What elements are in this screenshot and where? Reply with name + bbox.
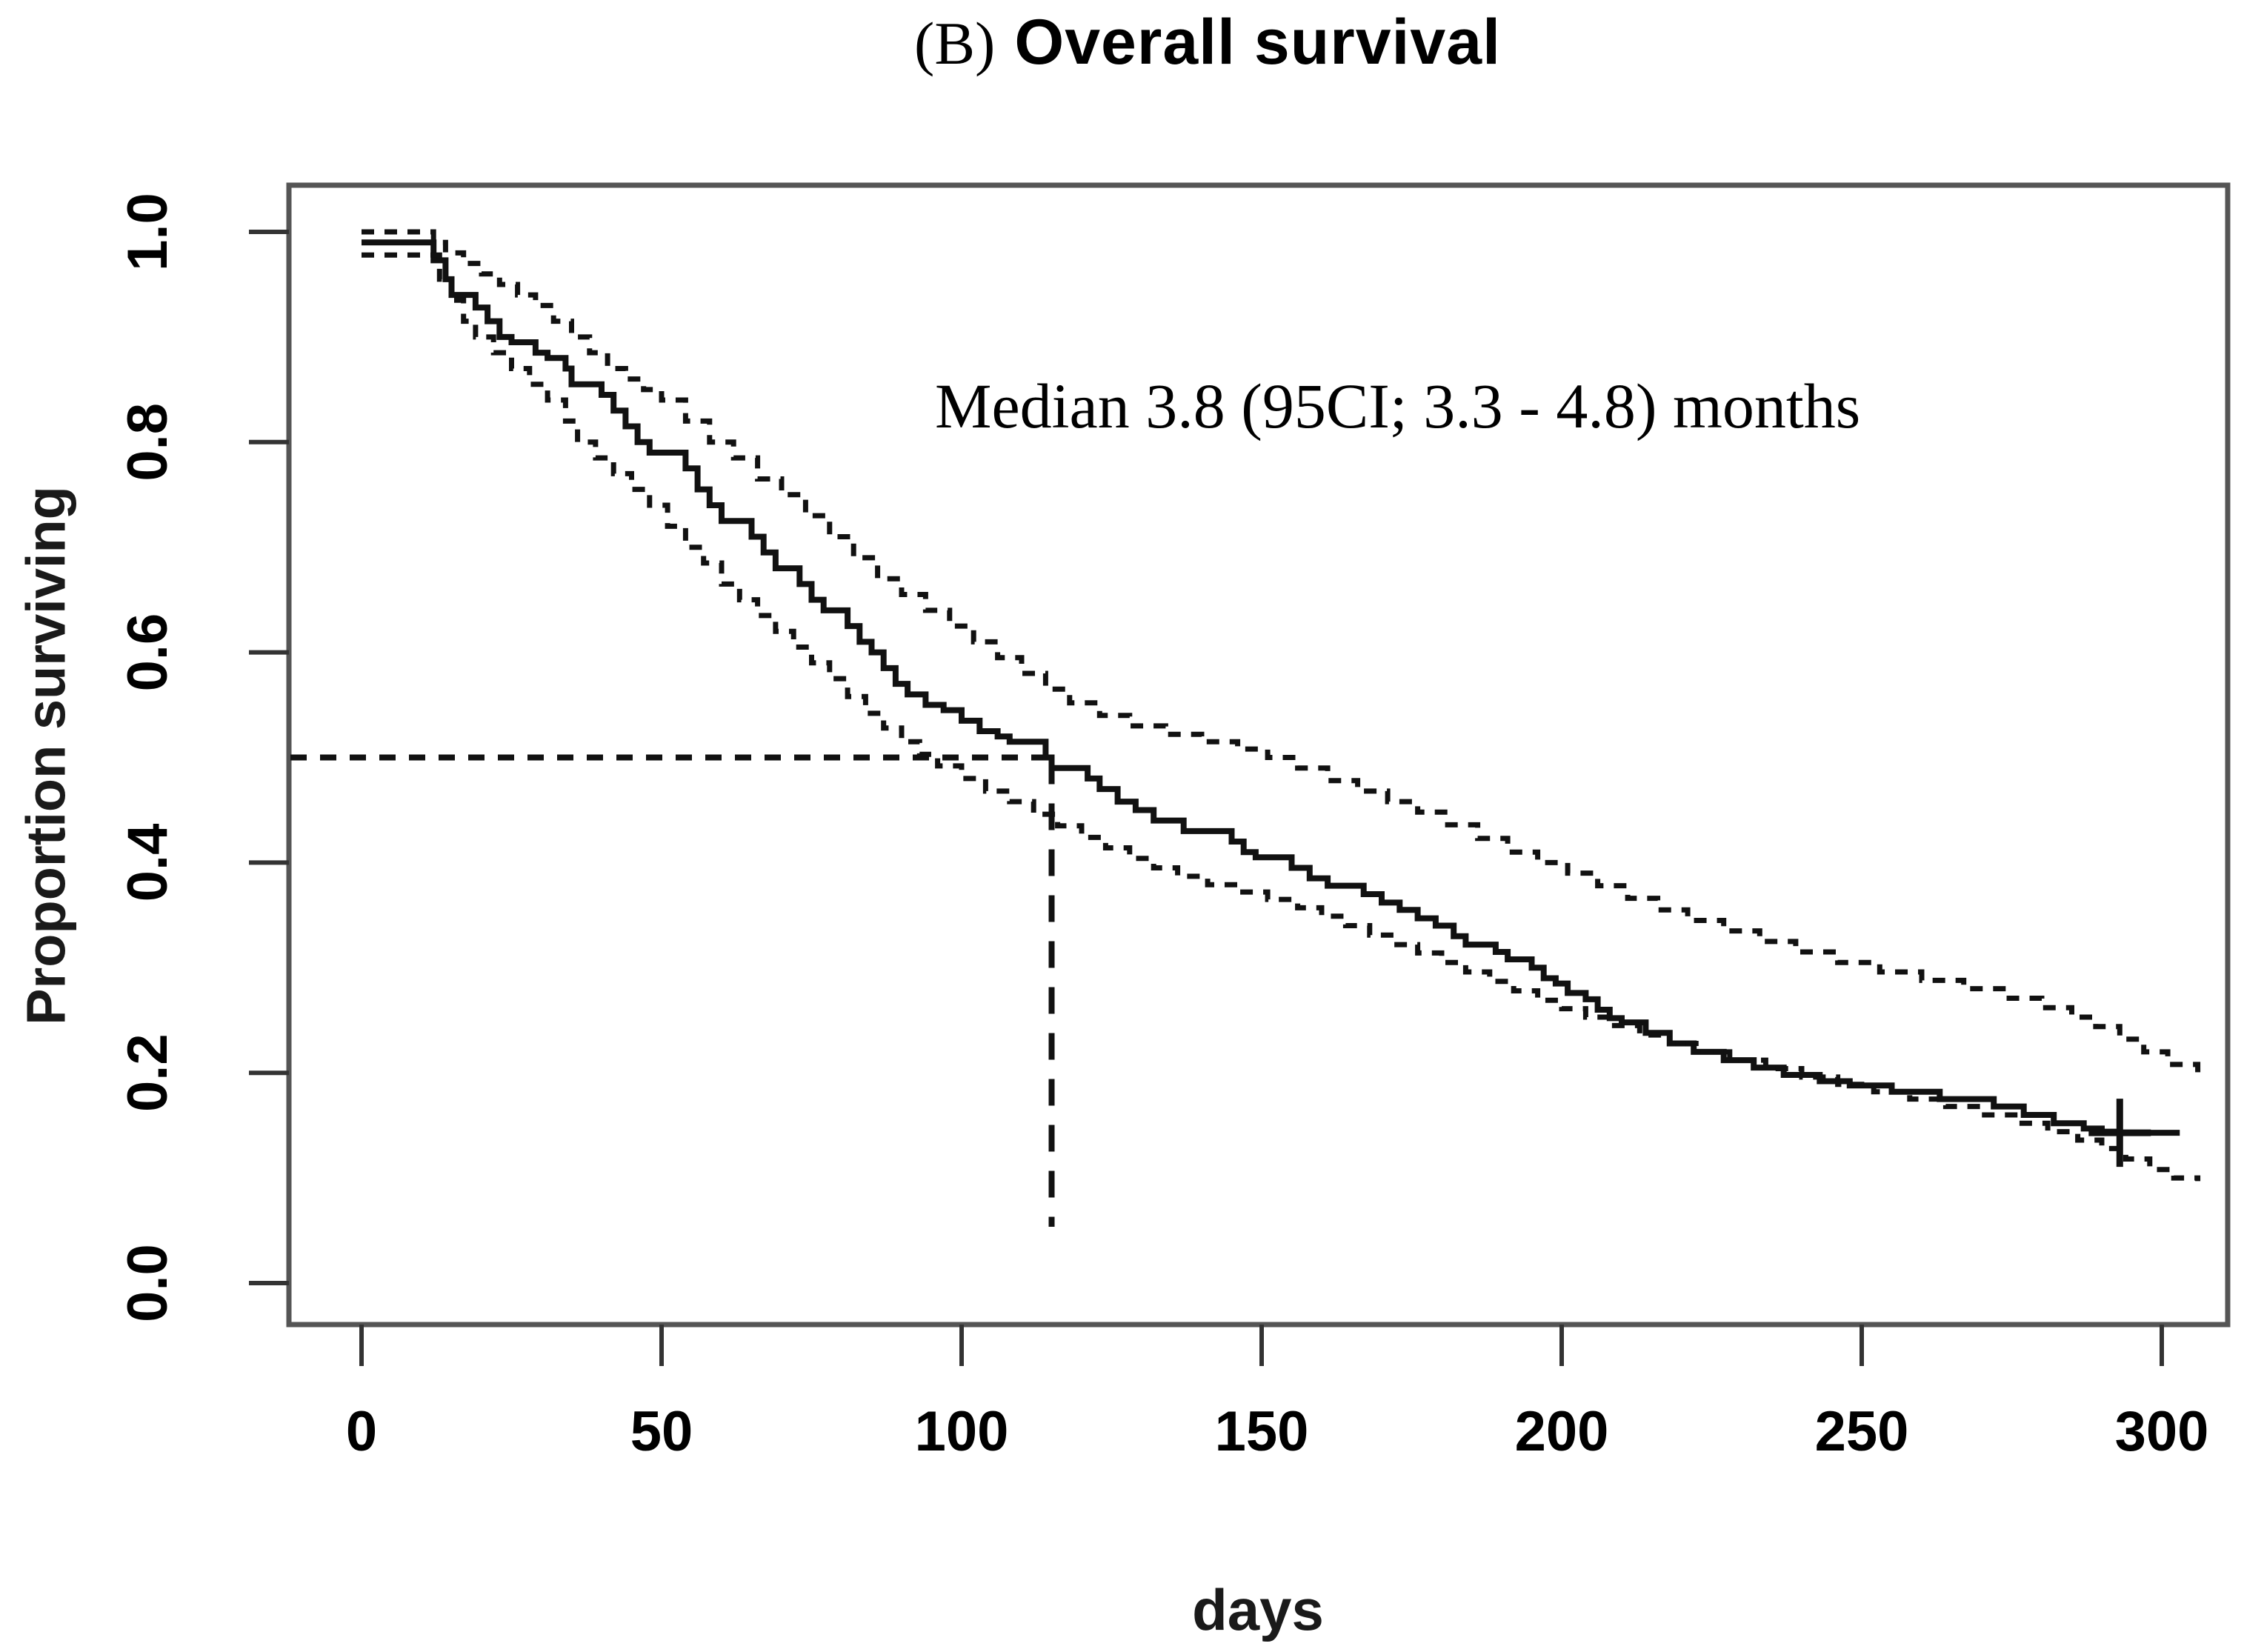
survival-curve — [362, 239, 2180, 1136]
x-tick-label: 200 — [1515, 1400, 1609, 1463]
chart-title: (B) Overall survival — [914, 6, 1501, 79]
chart-title-prefix: (B) — [914, 10, 996, 77]
x-axis-title: days — [1192, 1577, 1324, 1642]
y-tick-label: 0.0 — [116, 1244, 179, 1322]
y-tick-label: 0.8 — [116, 403, 179, 482]
chart-title-text: Overall survival — [1014, 7, 1501, 78]
lower_95ci-curve — [362, 252, 2201, 1182]
y-tick-label: 0.6 — [116, 613, 179, 692]
plot-border — [286, 182, 2231, 1328]
y-tick-label: 1.0 — [116, 193, 179, 271]
y-tick-label: 0.4 — [116, 824, 179, 902]
y-axis-title: Proportion surviving — [15, 486, 77, 1025]
x-tick-label: 150 — [1215, 1400, 1309, 1463]
x-tick-label: 0 — [346, 1400, 377, 1463]
y-tick-label: 0.2 — [116, 1033, 179, 1112]
median-annotation: Median 3.8 (95CI; 3.3 - 4.8) months — [935, 370, 1861, 442]
x-tick-label: 50 — [630, 1400, 693, 1463]
upper_95ci-curve — [362, 229, 2201, 1073]
x-tick-label: 300 — [2115, 1400, 2209, 1463]
x-tick-label: 250 — [1815, 1400, 1909, 1463]
x-tick-label: 100 — [915, 1400, 1009, 1463]
